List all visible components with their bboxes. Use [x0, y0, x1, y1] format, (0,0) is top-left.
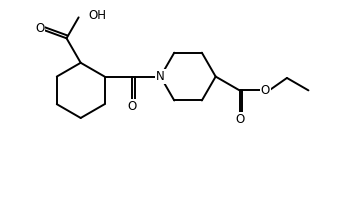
Text: N: N — [156, 70, 165, 83]
Text: O: O — [235, 113, 244, 126]
Text: O: O — [127, 100, 137, 113]
Text: O: O — [35, 22, 44, 35]
Text: O: O — [261, 84, 270, 97]
Text: O: O — [35, 22, 44, 35]
Text: N: N — [156, 70, 165, 83]
Text: OH: OH — [88, 10, 106, 23]
Text: O: O — [127, 100, 137, 113]
Text: OH: OH — [88, 10, 106, 23]
